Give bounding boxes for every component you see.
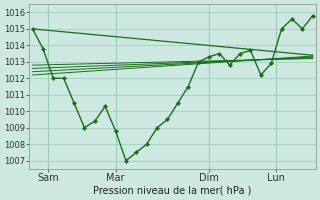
X-axis label: Pression niveau de la mer( hPa ): Pression niveau de la mer( hPa ) [93,186,252,196]
